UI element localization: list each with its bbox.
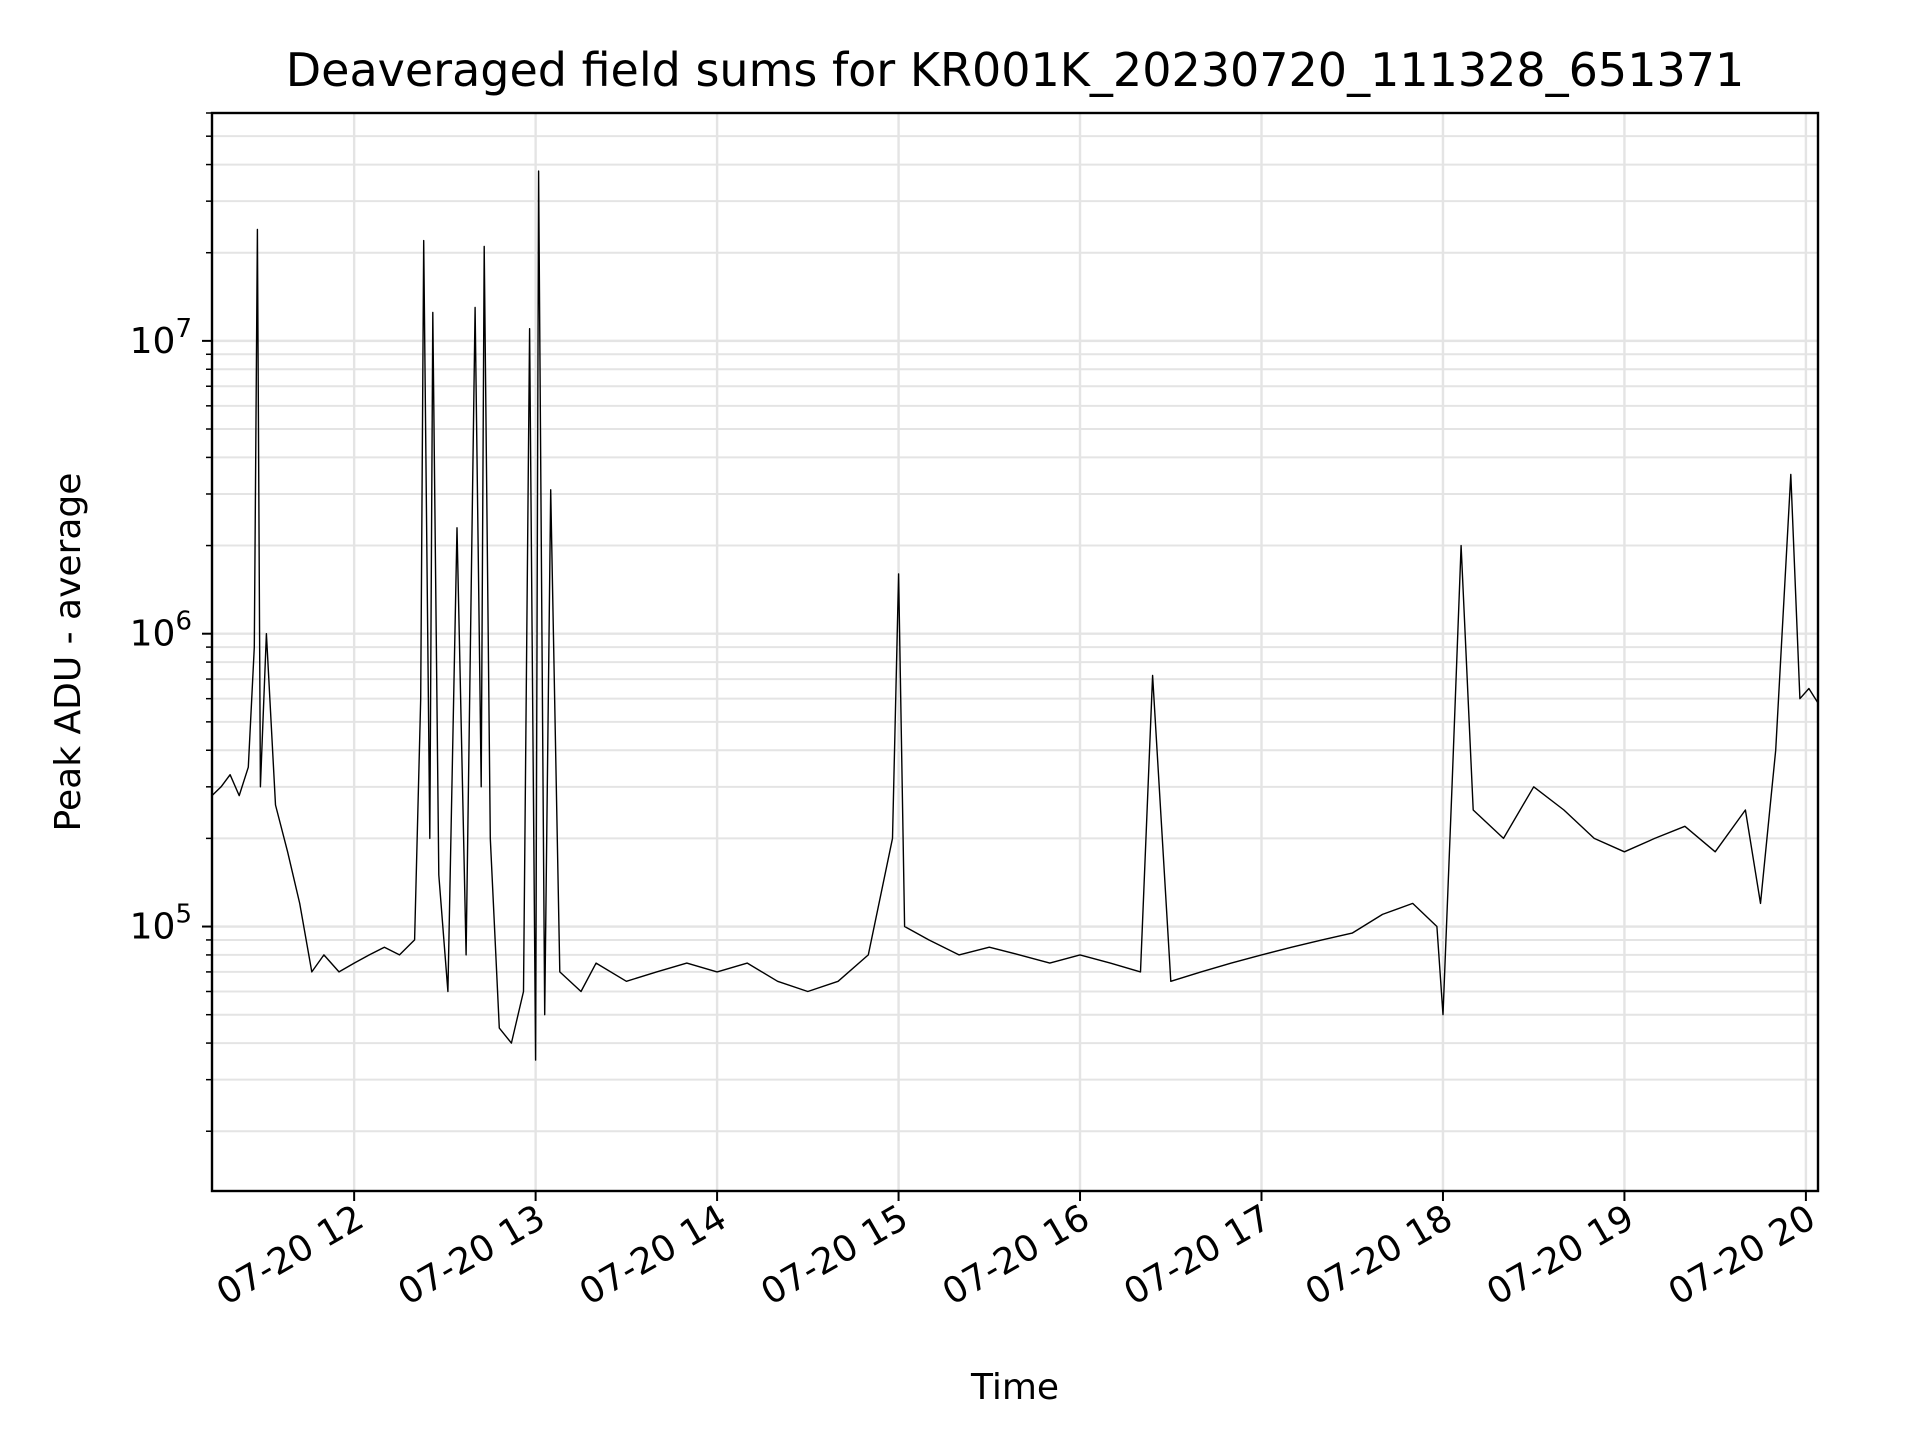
chart-title: Deaveraged field sums for KR001K_2023072… — [286, 43, 1745, 97]
y-tick-exponent: 7 — [175, 314, 192, 344]
y-axis-label: Peak ADU - average — [48, 473, 89, 832]
x-axis-label: Time — [970, 1367, 1059, 1408]
y-tick-base: 10 — [130, 321, 176, 362]
y-tick-exponent: 5 — [175, 900, 192, 930]
series-group — [211, 170, 1819, 1061]
y-tick-exponent: 6 — [175, 607, 192, 637]
y-tick-base: 10 — [130, 907, 176, 948]
series-line — [211, 170, 1819, 1061]
plot-frame — [210, 111, 1820, 1193]
y-tick-label: 107 — [130, 314, 192, 362]
y-tick-label: 106 — [130, 607, 192, 655]
y-tick-base: 10 — [130, 614, 176, 655]
y-tick-label: 105 — [130, 900, 192, 948]
grid — [212, 112, 1818, 1191]
